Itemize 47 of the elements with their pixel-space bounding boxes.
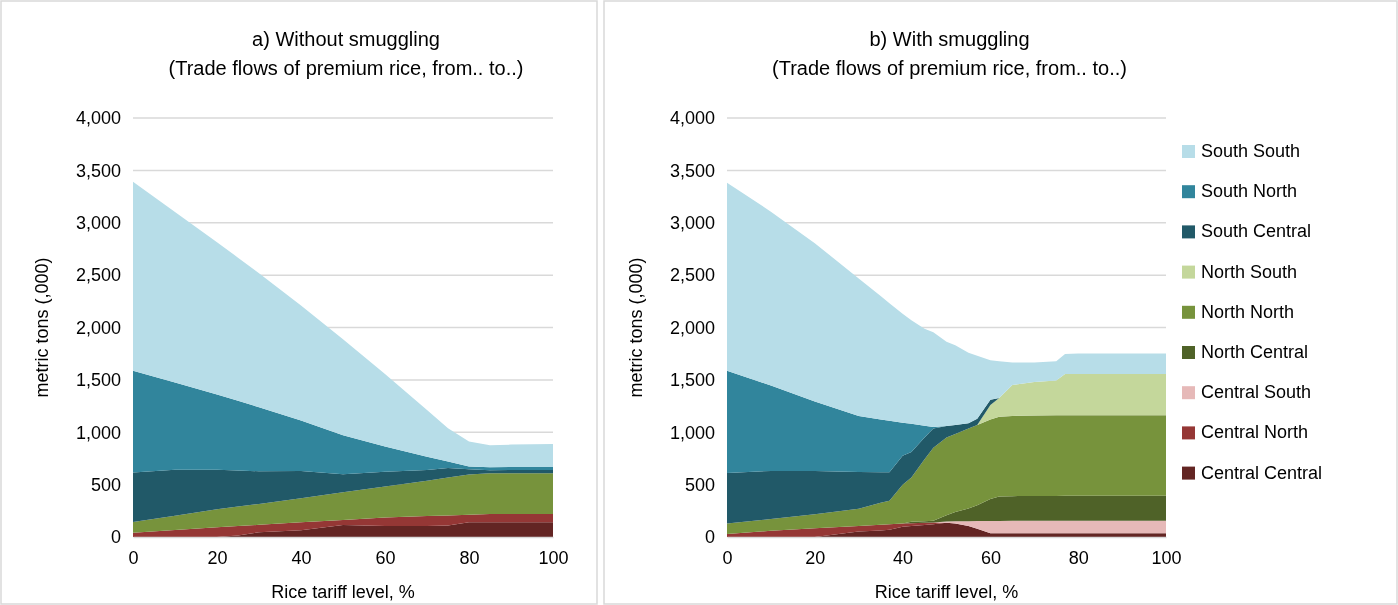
y-tick-label: 0	[704, 527, 715, 548]
y-tick-label: 2,000	[75, 317, 121, 338]
legend-label: Central North	[1201, 422, 1309, 443]
x-axis-title: Rice tariff level, %	[874, 582, 1019, 602]
y-tick-label: 500	[684, 474, 715, 495]
chart-title: b) With smuggling	[869, 28, 1030, 50]
y-tick-label: 2,500	[75, 265, 121, 286]
y-tick-label: 3,500	[669, 160, 715, 181]
y-axis-title: metric tons (,000)	[32, 257, 52, 398]
legend-label: North Central	[1201, 342, 1309, 362]
y-tick-label: 1,500	[75, 370, 121, 391]
x-tick-label: 80	[1068, 547, 1089, 568]
y-tick-label: 500	[90, 474, 121, 495]
x-tick-label: 100	[538, 547, 569, 568]
y-tick-label: 3,000	[669, 213, 715, 234]
x-tick-label: 40	[893, 547, 914, 568]
y-axis-title: metric tons (,000)	[626, 257, 646, 398]
legend-label: North North	[1201, 301, 1295, 322]
x-tick-label: 20	[207, 547, 228, 568]
y-tick-label: 3,500	[75, 160, 121, 181]
y-tick-label: 0	[110, 527, 121, 548]
y-tick-label: 4,000	[75, 108, 121, 129]
y-tick-label: 2,000	[669, 317, 715, 338]
legend-label: Central South	[1201, 382, 1312, 403]
y-tick-label: 4,000	[669, 108, 715, 129]
x-axis-title: Rice tariff level, %	[271, 582, 415, 602]
x-tick-label: 40	[291, 547, 312, 568]
y-tick-label: 1,000	[75, 422, 121, 443]
x-tick-label: 0	[722, 547, 733, 568]
x-tick-label: 60	[980, 547, 1001, 568]
chart-subtitle: (Trade flows of premium rice, from.. to..)	[168, 57, 524, 79]
y-tick-label: 1,000	[669, 422, 715, 443]
x-tick-label: 60	[375, 547, 396, 568]
legend-label: Central Central	[1201, 462, 1323, 483]
y-tick-label: 3,000	[75, 213, 121, 234]
x-tick-label: 20	[805, 547, 826, 568]
chart-title: a) Without smuggling	[252, 28, 440, 50]
chart-subtitle: (Trade flows of premium rice, from.. to..)	[772, 57, 1127, 79]
legend-label: South South	[1201, 141, 1301, 161]
y-tick-label: 1,500	[669, 370, 715, 391]
x-tick-label: 100	[1151, 547, 1182, 568]
legend-label: South North	[1201, 181, 1298, 202]
legend-label: North South	[1201, 261, 1298, 282]
legend-label: South Central	[1201, 221, 1312, 242]
y-tick-label: 2,500	[669, 265, 715, 286]
x-tick-label: 0	[128, 547, 139, 568]
x-tick-label: 80	[459, 547, 480, 568]
